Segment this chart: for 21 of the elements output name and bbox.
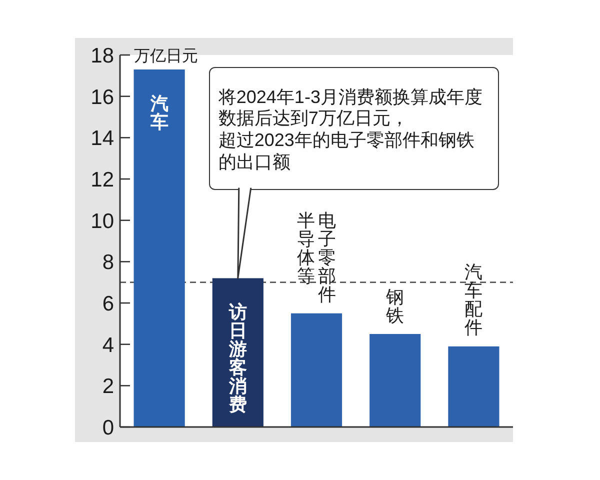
y-tick-label: 2 (102, 375, 114, 398)
bar (370, 334, 421, 427)
y-tick-label: 8 (102, 251, 114, 274)
bar (448, 346, 500, 427)
y-tick-label: 10 (90, 210, 114, 233)
category-label: 半导体等电子零部件 (297, 210, 336, 305)
x-tick-label: 汽车 (149, 93, 168, 132)
x-tick-label: 钢铁 (385, 286, 404, 326)
annotation: 将2024年1-3月消费额换算成年度数据后达到7万亿日元，超过2023年的电子零部件和钢铁的出口额 (208, 67, 499, 190)
y-tick-label: 0 (102, 416, 114, 440)
x-tick-label: 汽车配件 (464, 262, 483, 338)
x-tick-label: 访日游客消费 (228, 302, 247, 415)
y-tick-label: 14 (90, 127, 114, 150)
bar (134, 69, 185, 427)
y-tick-label: 16 (90, 86, 114, 109)
y-tick-label: 4 (102, 334, 114, 357)
y-tick-label: 18 (90, 44, 114, 68)
y-tick-label: 12 (90, 168, 114, 192)
y-tick-label: 6 (102, 292, 114, 316)
bar (290, 313, 342, 427)
y-axis-title: 万亿日元 (134, 48, 198, 65)
